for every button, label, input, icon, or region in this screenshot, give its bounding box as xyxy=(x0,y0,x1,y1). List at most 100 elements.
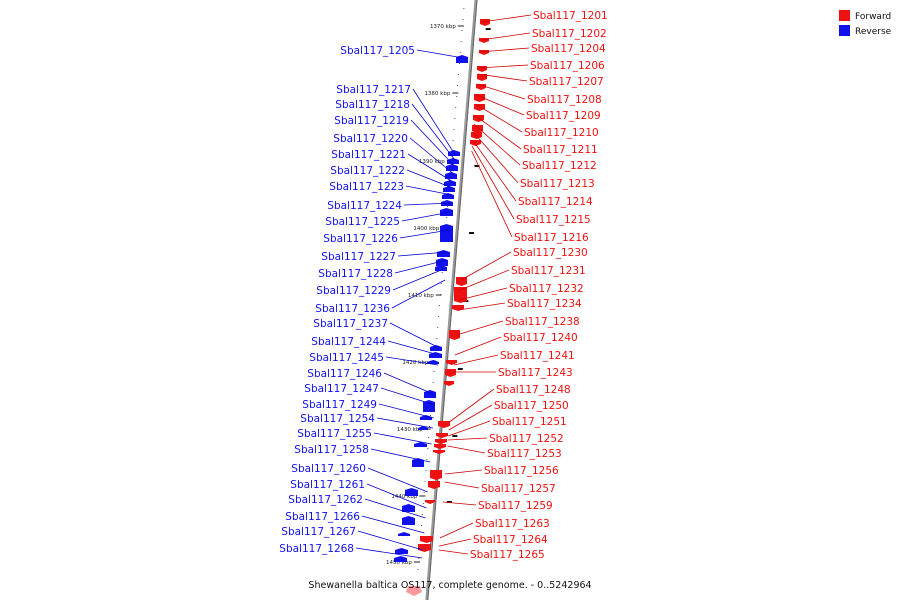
gene-label-sbal117-1260[interactable]: Sbal117_1260 xyxy=(291,463,366,475)
gene-label-sbal117-1236[interactable]: Sbal117_1236 xyxy=(315,303,390,315)
gene-label-sbal117-1211[interactable]: Sbal117_1211 xyxy=(523,144,598,156)
gene-feature-sbal117-1257[interactable] xyxy=(428,481,440,489)
gene-feature-sbal117-1245[interactable] xyxy=(427,360,439,364)
gene-label-sbal117-1265[interactable]: Sbal117_1265 xyxy=(470,549,545,561)
gene-label-sbal117-1210[interactable]: Sbal117_1210 xyxy=(524,127,599,139)
gene-feature-sbal117-1260[interactable] xyxy=(405,488,418,496)
gene-feature-sbal117-1234[interactable] xyxy=(449,330,460,340)
gene-feature-sbal117-1231[interactable] xyxy=(454,287,467,303)
gene-label-sbal117-1251[interactable]: Sbal117_1251 xyxy=(492,416,567,428)
gene-feature-sbal117-1207[interactable] xyxy=(477,74,487,81)
gene-feature-sbal117-1206[interactable] xyxy=(477,66,487,72)
gene-label-sbal117-1250[interactable]: Sbal117_1250 xyxy=(494,400,569,412)
gene-label-sbal117-1223[interactable]: Sbal117_1223 xyxy=(329,181,404,193)
gene-feature-sbal117-1263[interactable] xyxy=(420,536,433,543)
gene-feature-sbal117-1261[interactable] xyxy=(402,504,415,512)
gene-label-sbal117-1231[interactable]: Sbal117_1231 xyxy=(511,265,586,277)
gene-feature-sbal117-1252[interactable] xyxy=(434,444,446,449)
gene-label-sbal117-1209[interactable]: Sbal117_1209 xyxy=(526,110,601,122)
gene-label-sbal117-1252[interactable]: Sbal117_1252 xyxy=(489,433,564,445)
gene-label-sbal117-1238[interactable]: Sbal117_1238 xyxy=(505,316,580,328)
gene-label-sbal117-1218[interactable]: Sbal117_1218 xyxy=(335,99,410,111)
gene-label-sbal117-1214[interactable]: Sbal117_1214 xyxy=(518,196,593,208)
gene-label-sbal117-1264[interactable]: Sbal117_1264 xyxy=(473,534,548,546)
gene-feature-sbal117-1251[interactable] xyxy=(435,439,447,444)
gene-feature-sbal117-1237[interactable] xyxy=(430,345,442,351)
gene-label-sbal117-1258[interactable]: Sbal117_1258 xyxy=(294,444,369,456)
gene-feature-sbal117-1225[interactable] xyxy=(440,208,453,216)
gene-label-sbal117-1220[interactable]: Sbal117_1220 xyxy=(333,133,408,145)
gene-label-sbal117-1253[interactable]: Sbal117_1253 xyxy=(487,448,562,460)
gene-feature-sbal117-1210[interactable] xyxy=(474,104,485,111)
gene-label-sbal117-1254[interactable]: Sbal117_1254 xyxy=(300,413,375,425)
gene-label-sbal117-1241[interactable]: Sbal117_1241 xyxy=(500,350,575,362)
gene-feature-sbal117-1212[interactable] xyxy=(472,125,483,133)
gene-label-sbal117-1215[interactable]: Sbal117_1215 xyxy=(516,214,591,226)
gene-label-sbal117-1226[interactable]: Sbal117_1226 xyxy=(323,233,398,245)
gene-label-sbal117-1249[interactable]: Sbal117_1249 xyxy=(302,399,377,411)
gene-label-sbal117-1208[interactable]: Sbal117_1208 xyxy=(527,94,602,106)
gene-label-sbal117-1237[interactable]: Sbal117_1237 xyxy=(313,318,388,330)
gene-feature-sbal117-1204[interactable] xyxy=(479,50,489,55)
gene-feature-sbal117-1220[interactable] xyxy=(445,172,457,179)
gene-feature-sbal117-1267[interactable] xyxy=(395,548,408,554)
gene-feature-sbal117-1259[interactable] xyxy=(425,500,435,504)
gene-feature-sbal117-1229[interactable] xyxy=(435,265,447,271)
gene-feature-sbal117-1246[interactable] xyxy=(424,390,436,398)
gene-feature-sbal117-1232[interactable] xyxy=(452,305,464,311)
gene-feature-sbal117-1266[interactable] xyxy=(398,532,410,536)
gene-feature-sbal117-1230[interactable] xyxy=(456,277,467,286)
gene-label-sbal117-1217[interactable]: Sbal117_1217 xyxy=(336,84,411,96)
gene-label-sbal117-1263[interactable]: Sbal117_1263 xyxy=(475,518,550,530)
gene-label-sbal117-1224[interactable]: Sbal117_1224 xyxy=(327,200,402,212)
gene-label-sbal117-1268[interactable]: Sbal117_1268 xyxy=(279,543,354,555)
gene-feature-sbal117-1249[interactable] xyxy=(420,415,432,420)
gene-feature-sbal117-1255[interactable] xyxy=(414,442,427,447)
gene-feature-sbal117-1241[interactable] xyxy=(445,369,456,377)
gene-label-sbal117-1225[interactable]: Sbal117_1225 xyxy=(325,216,400,228)
gene-label-sbal117-1229[interactable]: Sbal117_1229 xyxy=(316,285,391,297)
gene-label-sbal117-1227[interactable]: Sbal117_1227 xyxy=(321,251,396,263)
gene-feature-sbal117-1248[interactable] xyxy=(438,421,450,428)
gene-label-sbal117-1221[interactable]: Sbal117_1221 xyxy=(331,149,406,161)
gene-feature-sbal117-1214[interactable] xyxy=(470,140,481,146)
gene-label-sbal117-1243[interactable]: Sbal117_1243 xyxy=(498,367,573,379)
gene-label-sbal117-1228[interactable]: Sbal117_1228 xyxy=(318,268,393,280)
gene-feature-sbal117-1262[interactable] xyxy=(402,516,415,525)
gene-label-sbal117-1207[interactable]: Sbal117_1207 xyxy=(529,76,604,88)
gene-feature-sbal117-1243[interactable] xyxy=(444,381,454,386)
gene-label-sbal117-1256[interactable]: Sbal117_1256 xyxy=(484,465,559,477)
gene-label-sbal117-1205[interactable]: Sbal117_1205 xyxy=(340,45,415,57)
gene-label-sbal117-1216[interactable]: Sbal117_1216 xyxy=(514,232,589,244)
gene-label-sbal117-1248[interactable]: Sbal117_1248 xyxy=(496,384,571,396)
gene-feature-sbal117-1219[interactable] xyxy=(446,164,458,171)
gene-feature-sbal117-1218[interactable] xyxy=(447,158,459,164)
gene-label-sbal117-1247[interactable]: Sbal117_1247 xyxy=(304,383,379,395)
gene-label-sbal117-1204[interactable]: Sbal117_1204 xyxy=(531,43,606,55)
gene-feature-sbal117-1264[interactable] xyxy=(418,544,431,552)
gene-feature-sbal117-1209[interactable] xyxy=(474,94,485,102)
gene-feature-sbal117-1228[interactable] xyxy=(436,258,448,266)
gene-label-sbal117-1201[interactable]: Sbal117_1201 xyxy=(533,10,608,22)
gene-feature-sbal117-1205[interactable] xyxy=(456,55,468,63)
gene-label-sbal117-1212[interactable]: Sbal117_1212 xyxy=(522,160,597,172)
gene-feature-sbal117-1253[interactable] xyxy=(433,450,445,454)
gene-label-sbal117-1240[interactable]: Sbal117_1240 xyxy=(503,332,578,344)
gene-label-sbal117-1206[interactable]: Sbal117_1206 xyxy=(530,60,605,72)
gene-label-sbal117-1262[interactable]: Sbal117_1262 xyxy=(288,494,363,506)
gene-feature-sbal117-1268[interactable] xyxy=(394,556,407,562)
gene-label-sbal117-1219[interactable]: Sbal117_1219 xyxy=(334,115,409,127)
gene-label-sbal117-1267[interactable]: Sbal117_1267 xyxy=(281,526,356,538)
gene-feature-sbal117-1226[interactable] xyxy=(440,224,453,242)
gene-label-sbal117-1202[interactable]: Sbal117_1202 xyxy=(532,28,607,40)
gene-feature-sbal117-1247[interactable] xyxy=(423,400,435,412)
gene-label-sbal117-1234[interactable]: Sbal117_1234 xyxy=(507,298,582,310)
gene-feature-sbal117-1201[interactable] xyxy=(480,19,490,26)
gene-label-sbal117-1244[interactable]: Sbal117_1244 xyxy=(311,336,386,348)
gene-feature-sbal117-1240[interactable] xyxy=(446,360,457,365)
gene-label-sbal117-1257[interactable]: Sbal117_1257 xyxy=(481,483,556,495)
gene-feature-sbal117-1227[interactable] xyxy=(437,250,450,257)
gene-feature-sbal117-1208[interactable] xyxy=(476,84,486,90)
gene-label-sbal117-1266[interactable]: Sbal117_1266 xyxy=(285,511,360,523)
gene-label-sbal117-1213[interactable]: Sbal117_1213 xyxy=(520,178,595,190)
